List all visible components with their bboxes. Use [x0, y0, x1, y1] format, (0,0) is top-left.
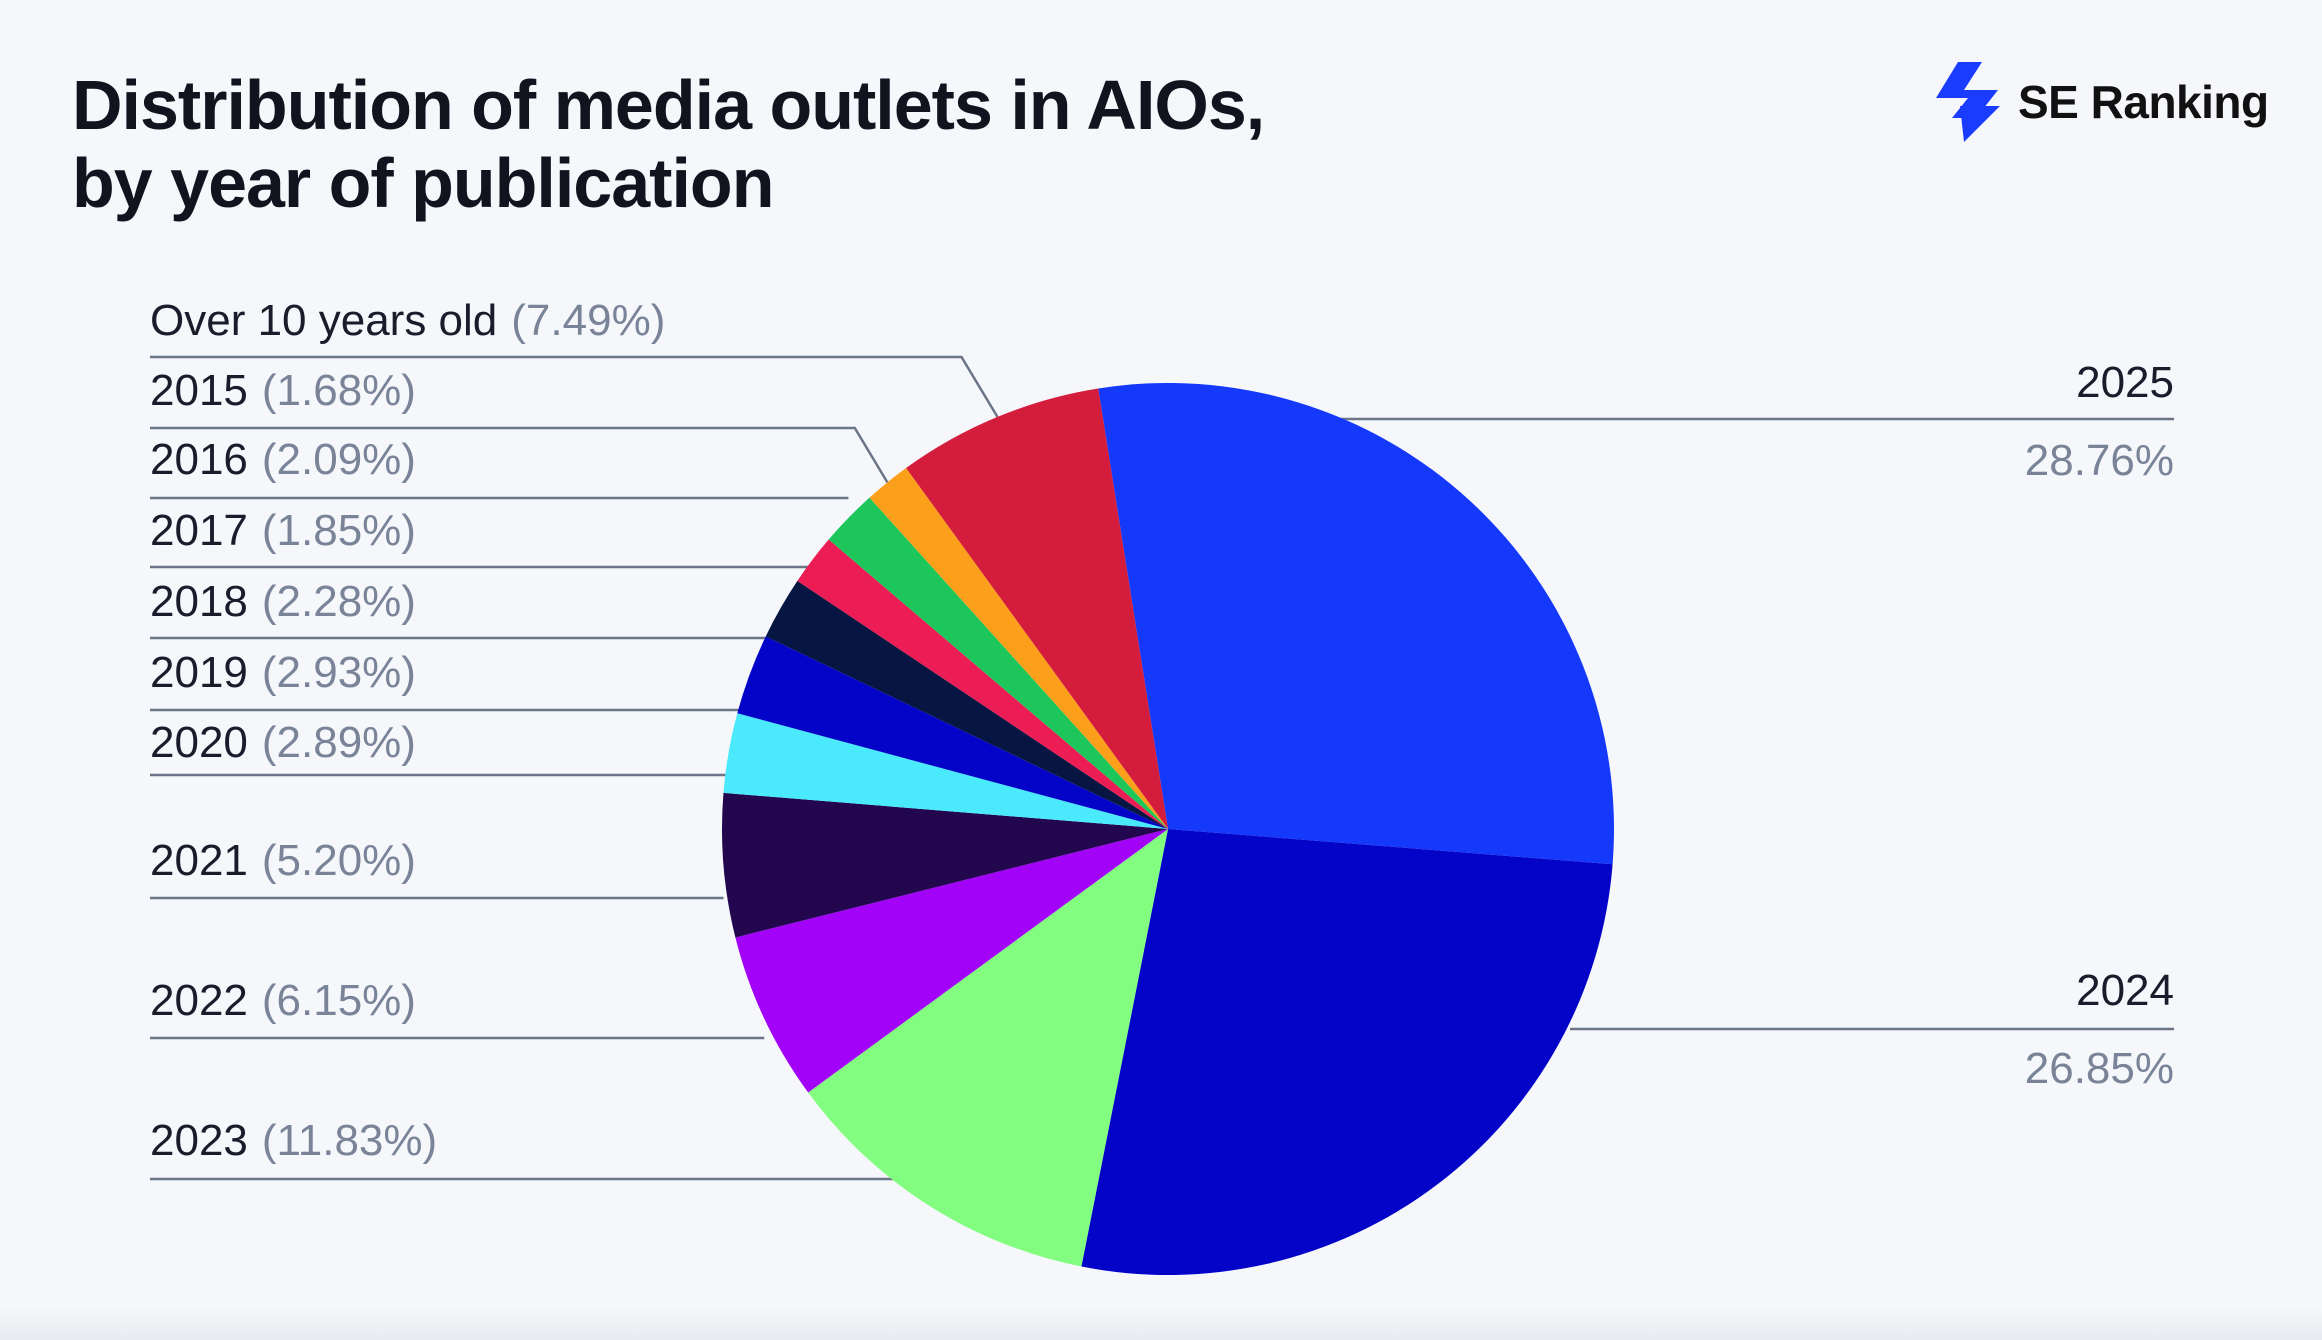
leader-lines — [150, 355, 2174, 1181]
slice-label-year: 2018 — [150, 577, 248, 626]
chart-title-line1: Distribution of media outlets in AIOs, — [72, 66, 1265, 144]
slice-label-2020: 2020 (2.89%) — [150, 720, 416, 766]
slice-label-percent: (11.83%) — [261, 1116, 438, 1165]
leader-line-over-10-years-old — [150, 355, 999, 418]
slice-label-percent: (1.85%) — [261, 506, 416, 555]
pie-slice-2016 — [828, 497, 1168, 829]
slice-label-year: 2024 — [2076, 966, 2174, 1015]
slice-label-percent: 26.85% — [2024, 1044, 2174, 1093]
slice-label-percent: (1.68%) — [261, 366, 416, 415]
slice-label-year: 2016 — [150, 435, 248, 484]
pie-slice-2024 — [1081, 829, 1613, 1275]
pie-slice-2018 — [765, 580, 1168, 829]
slice-label-year: 2015 — [150, 366, 248, 415]
pie-slice-over-10-years-old — [906, 388, 1168, 829]
slice-label-percent: (2.93%) — [261, 648, 416, 697]
slice-label-year: 2021 — [150, 836, 248, 885]
slice-label-2023: 2023 (11.83%) — [150, 1118, 437, 1164]
pie-slices — [721, 382, 1614, 1275]
slice-label-percent: (2.89%) — [261, 718, 416, 767]
slice-label-year: 2017 — [150, 506, 248, 555]
pie-slice-2015 — [869, 468, 1168, 829]
slice-label-2016: 2016 (2.09%) — [150, 437, 416, 483]
slice-label-2021: 2021 (5.20%) — [150, 838, 416, 884]
slice-label-2022: 2022 (6.15%) — [150, 978, 416, 1024]
slice-label-percent: (5.20%) — [261, 836, 416, 885]
slice-label-2024: 2024 26.85% — [2025, 968, 2174, 1092]
bottom-shadow — [0, 1306, 2322, 1340]
brand-name: SE Ranking — [2018, 76, 2269, 128]
slice-label-percent: (2.09%) — [261, 435, 416, 484]
pie-slice-2023 — [808, 829, 1168, 1267]
chart-title: Distribution of media outlets in AIOs, b… — [72, 66, 1265, 222]
pie-slice-2025 — [1098, 382, 1614, 865]
pie-slice-2020 — [723, 713, 1168, 829]
slice-label-percent: (7.49%) — [511, 296, 666, 345]
slice-label-year: 2020 — [150, 718, 248, 767]
slice-label-percent: (6.15%) — [261, 976, 416, 1025]
slice-label-year: 2025 — [2076, 358, 2174, 407]
pie-slice-2017 — [797, 539, 1168, 829]
slice-label-year: 2023 — [150, 1116, 248, 1165]
slice-label-2015: 2015 (1.68%) — [150, 368, 416, 414]
slice-label-year: 2022 — [150, 976, 248, 1025]
se-ranking-logo-icon — [1936, 62, 2000, 142]
slice-label-year: Over 10 years old — [150, 296, 498, 345]
slice-label-percent: (2.28%) — [261, 577, 416, 626]
slice-label-2019: 2019 (2.93%) — [150, 650, 416, 696]
slice-label-2018: 2018 (2.28%) — [150, 579, 416, 625]
pie-slice-2021 — [721, 792, 1168, 938]
pie-slice-2019 — [737, 636, 1168, 829]
slice-label-percent: 28.76% — [2024, 436, 2174, 485]
slice-label-2017: 2017 (1.85%) — [150, 508, 416, 554]
slice-label-2025: 2025 28.76% — [2025, 360, 2174, 484]
slice-label-over-10-years-old: Over 10 years old (7.49%) — [150, 298, 665, 344]
brand-logo: SE Ranking — [1930, 62, 2269, 142]
leader-line-2015 — [150, 426, 889, 483]
chart-title-line2: by year of publication — [72, 144, 774, 222]
pie-slice-2022 — [735, 829, 1168, 1093]
slice-label-year: 2019 — [150, 648, 248, 697]
